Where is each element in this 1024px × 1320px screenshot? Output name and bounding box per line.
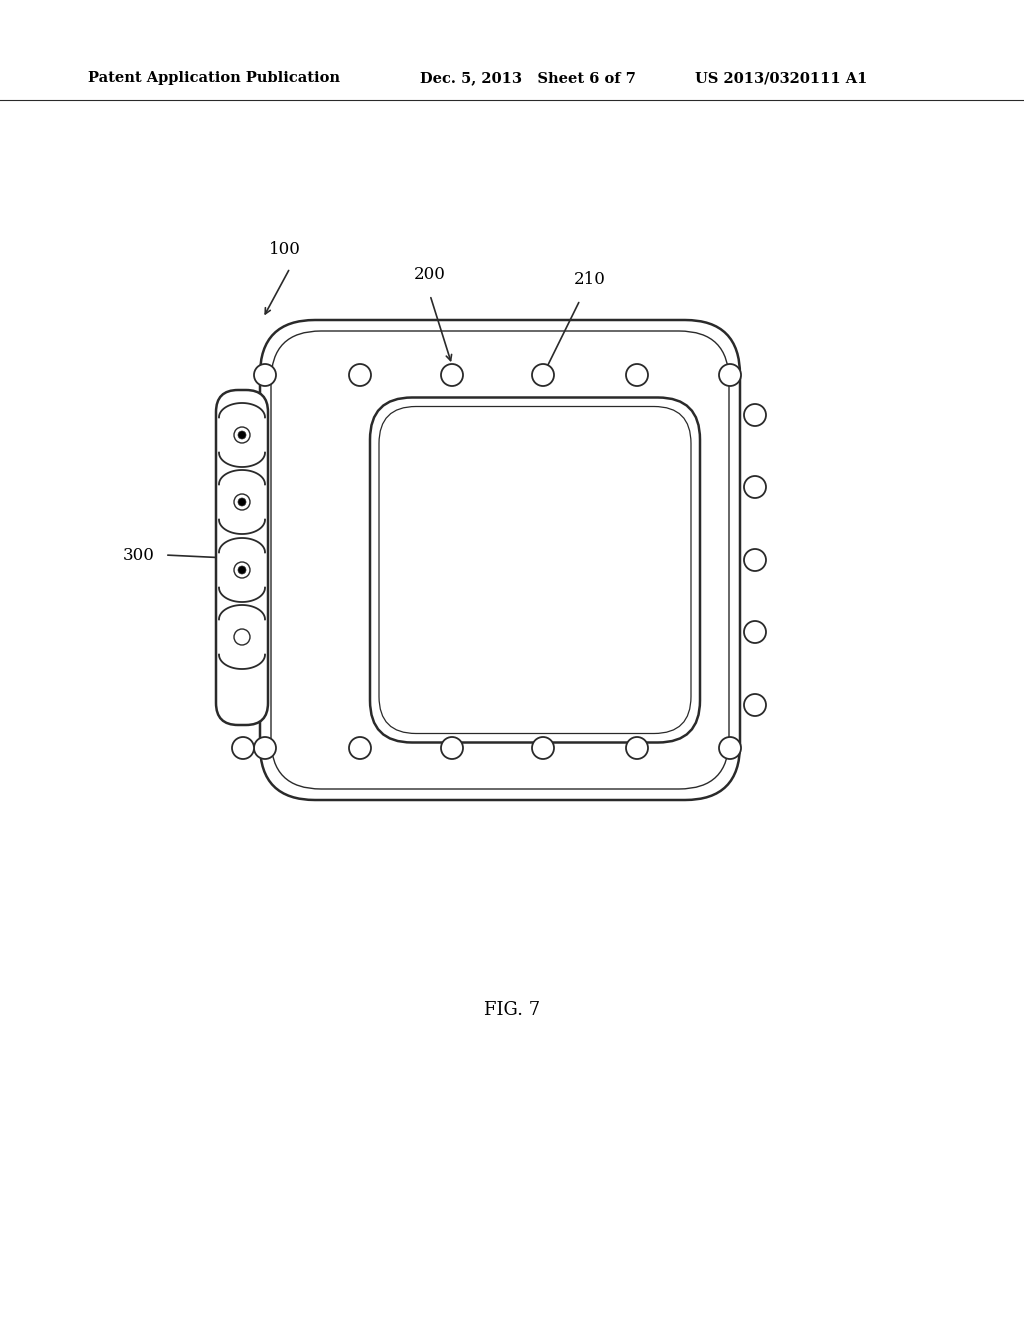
Text: 210: 210 [574, 271, 606, 288]
Circle shape [719, 737, 741, 759]
Circle shape [744, 404, 766, 426]
Circle shape [441, 737, 463, 759]
Circle shape [232, 737, 254, 759]
Circle shape [254, 364, 276, 385]
Text: Patent Application Publication: Patent Application Publication [88, 71, 340, 84]
Text: 200: 200 [414, 267, 445, 282]
Text: Dec. 5, 2013   Sheet 6 of 7: Dec. 5, 2013 Sheet 6 of 7 [420, 71, 636, 84]
Circle shape [238, 498, 246, 506]
Circle shape [744, 477, 766, 498]
Circle shape [234, 630, 250, 645]
Circle shape [441, 364, 463, 385]
Circle shape [626, 364, 648, 385]
Circle shape [532, 737, 554, 759]
Circle shape [744, 549, 766, 572]
Circle shape [719, 364, 741, 385]
Circle shape [238, 432, 246, 440]
Circle shape [744, 694, 766, 715]
Circle shape [626, 737, 648, 759]
FancyBboxPatch shape [370, 397, 700, 742]
Text: 300: 300 [123, 546, 155, 564]
Text: 100: 100 [269, 242, 301, 257]
Circle shape [234, 562, 250, 578]
Circle shape [349, 364, 371, 385]
Text: FIG. 7: FIG. 7 [484, 1001, 540, 1019]
Circle shape [532, 364, 554, 385]
Circle shape [254, 737, 276, 759]
Circle shape [234, 426, 250, 444]
FancyBboxPatch shape [216, 389, 268, 725]
Circle shape [744, 620, 766, 643]
Circle shape [234, 494, 250, 510]
Circle shape [349, 737, 371, 759]
Circle shape [238, 566, 246, 574]
Text: US 2013/0320111 A1: US 2013/0320111 A1 [695, 71, 867, 84]
FancyBboxPatch shape [260, 319, 740, 800]
